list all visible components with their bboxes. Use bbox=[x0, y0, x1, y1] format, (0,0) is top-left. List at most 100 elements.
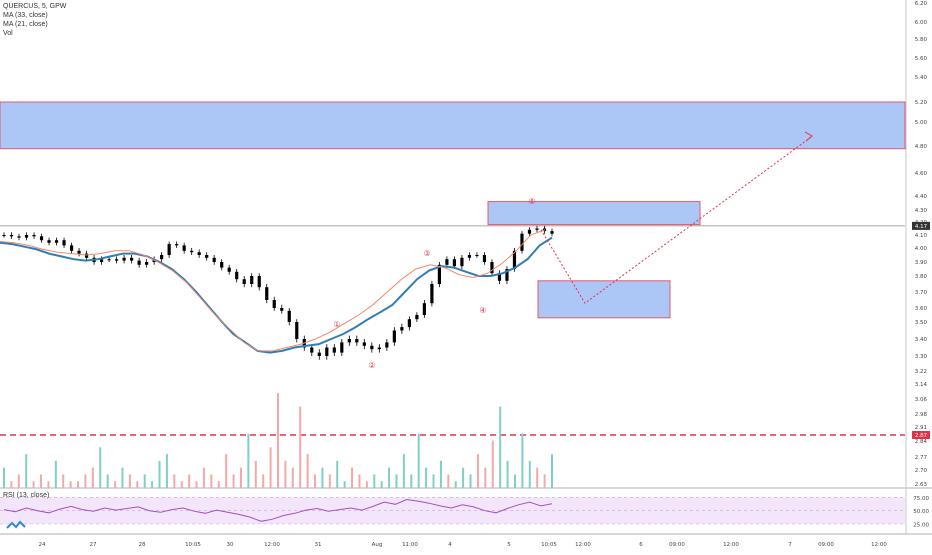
candle-body bbox=[115, 259, 119, 261]
time-tick-label: 12:00 bbox=[264, 542, 280, 548]
price-tick-label: 4.40 bbox=[915, 194, 928, 200]
volume-bar bbox=[491, 440, 494, 488]
legend-ma21[interactable]: MA (21, close) bbox=[3, 21, 48, 28]
candle-body bbox=[452, 259, 457, 267]
volume-bar bbox=[417, 433, 420, 488]
rsi-legend[interactable]: RSI (13, close) bbox=[3, 492, 50, 499]
rsi-tick-label: 50.00 bbox=[913, 509, 929, 515]
candle-body bbox=[310, 347, 314, 353]
candle-body bbox=[227, 267, 231, 272]
volume-bar bbox=[314, 474, 317, 488]
volume-bar bbox=[528, 460, 531, 488]
candle-body bbox=[69, 245, 74, 251]
volume-bar bbox=[380, 481, 383, 488]
candle-body bbox=[445, 259, 449, 265]
candle-body bbox=[205, 255, 209, 258]
legend-ma33[interactable]: MA (33, close) bbox=[3, 12, 48, 19]
price-tick-label: 6.00 bbox=[915, 20, 928, 26]
volume-bar bbox=[54, 460, 57, 488]
candle-body bbox=[362, 342, 366, 346]
price-tick-label: 4.30 bbox=[915, 208, 928, 214]
volume-bar bbox=[32, 481, 35, 488]
candle-body bbox=[265, 287, 269, 300]
rsi-line bbox=[3, 498, 553, 522]
price-tick-label: 5.60 bbox=[915, 56, 928, 62]
price-tick-label: 2.98 bbox=[915, 412, 928, 418]
candle-body bbox=[47, 240, 51, 243]
volume-bar bbox=[462, 467, 465, 488]
volume-bar bbox=[484, 467, 487, 488]
volume-bar bbox=[439, 460, 442, 488]
volume-bar bbox=[358, 474, 361, 488]
volume-bar bbox=[17, 474, 20, 488]
volume-bar bbox=[128, 474, 131, 488]
candle-body bbox=[62, 240, 66, 246]
time-tick-label: 09:00 bbox=[669, 542, 685, 548]
candle-body bbox=[190, 250, 194, 253]
target-zone bbox=[0, 101, 906, 150]
volume-bar bbox=[62, 474, 65, 488]
price-tick-label: 3.06 bbox=[915, 397, 928, 403]
candle-body bbox=[392, 330, 396, 343]
candle-body bbox=[527, 229, 532, 234]
candle-body bbox=[54, 240, 59, 243]
projection-arrowhead bbox=[804, 131, 813, 142]
volume-bar bbox=[254, 460, 257, 488]
candle-body bbox=[550, 231, 554, 234]
volume-bar bbox=[388, 467, 391, 488]
candle-body bbox=[347, 339, 351, 343]
volume-bar bbox=[165, 454, 168, 488]
candle-body bbox=[17, 236, 21, 238]
legend-vol[interactable]: Vol bbox=[3, 30, 13, 37]
volume-bar bbox=[277, 393, 279, 488]
time-tick-label: 31 bbox=[315, 542, 322, 548]
candle-body bbox=[467, 255, 472, 258]
candle-body bbox=[182, 245, 186, 251]
price-tick-label: 4.00 bbox=[915, 246, 928, 252]
symbol-title[interactable]: QUERCUS, 5, GPW bbox=[3, 3, 67, 10]
time-tick-label: 24 bbox=[39, 542, 46, 548]
candle-body bbox=[39, 236, 44, 241]
volume-bar bbox=[91, 467, 94, 488]
candle-body bbox=[84, 253, 89, 258]
volume-bar bbox=[180, 481, 183, 488]
candle-body bbox=[400, 327, 404, 331]
price-tick-label: 3.90 bbox=[915, 260, 928, 266]
volume-bar bbox=[158, 460, 161, 488]
price-tick-label: 3.14 bbox=[915, 382, 928, 388]
price-tick-label: 2.84 bbox=[915, 439, 928, 445]
candle-body bbox=[32, 235, 36, 237]
candle-body bbox=[242, 279, 246, 284]
price-tick-label: 5.40 bbox=[915, 75, 928, 81]
candle-body bbox=[250, 276, 254, 284]
time-tick-label: 4 bbox=[448, 542, 452, 548]
time-tick-label: 12:00 bbox=[723, 542, 739, 548]
candle-body bbox=[340, 342, 344, 353]
price-tick-label: 2.77 bbox=[915, 455, 928, 461]
price-tick-label: 3.22 bbox=[915, 369, 927, 375]
projection-layer bbox=[540, 131, 813, 304]
price-tick-label: 5.20 bbox=[915, 100, 928, 106]
candle-body bbox=[437, 264, 441, 284]
candle-body bbox=[482, 255, 487, 262]
support-price-tag bbox=[912, 431, 930, 439]
price-tick-label: 4.60 bbox=[915, 171, 928, 177]
volume-bar bbox=[239, 467, 242, 488]
axes-layer: 75.0050.0025.006.206.005.805.605.405.205… bbox=[39, 1, 930, 548]
tradingview-logo-icon[interactable] bbox=[6, 520, 26, 532]
volume-bar bbox=[476, 454, 479, 488]
candle-body bbox=[280, 308, 284, 311]
volume-bar bbox=[469, 474, 472, 488]
current-price-label: 4.17 bbox=[915, 224, 928, 230]
current-price-tag bbox=[912, 221, 930, 230]
volume-bar bbox=[291, 467, 294, 488]
volume-bar bbox=[10, 481, 13, 488]
candle-body bbox=[460, 257, 464, 267]
price-tick-label: 6.20 bbox=[915, 1, 928, 7]
time-tick-label: 30 bbox=[227, 542, 234, 548]
volume-bar bbox=[143, 474, 146, 488]
price-tick-label: 2.91 bbox=[915, 425, 927, 431]
candle-body bbox=[2, 235, 6, 236]
